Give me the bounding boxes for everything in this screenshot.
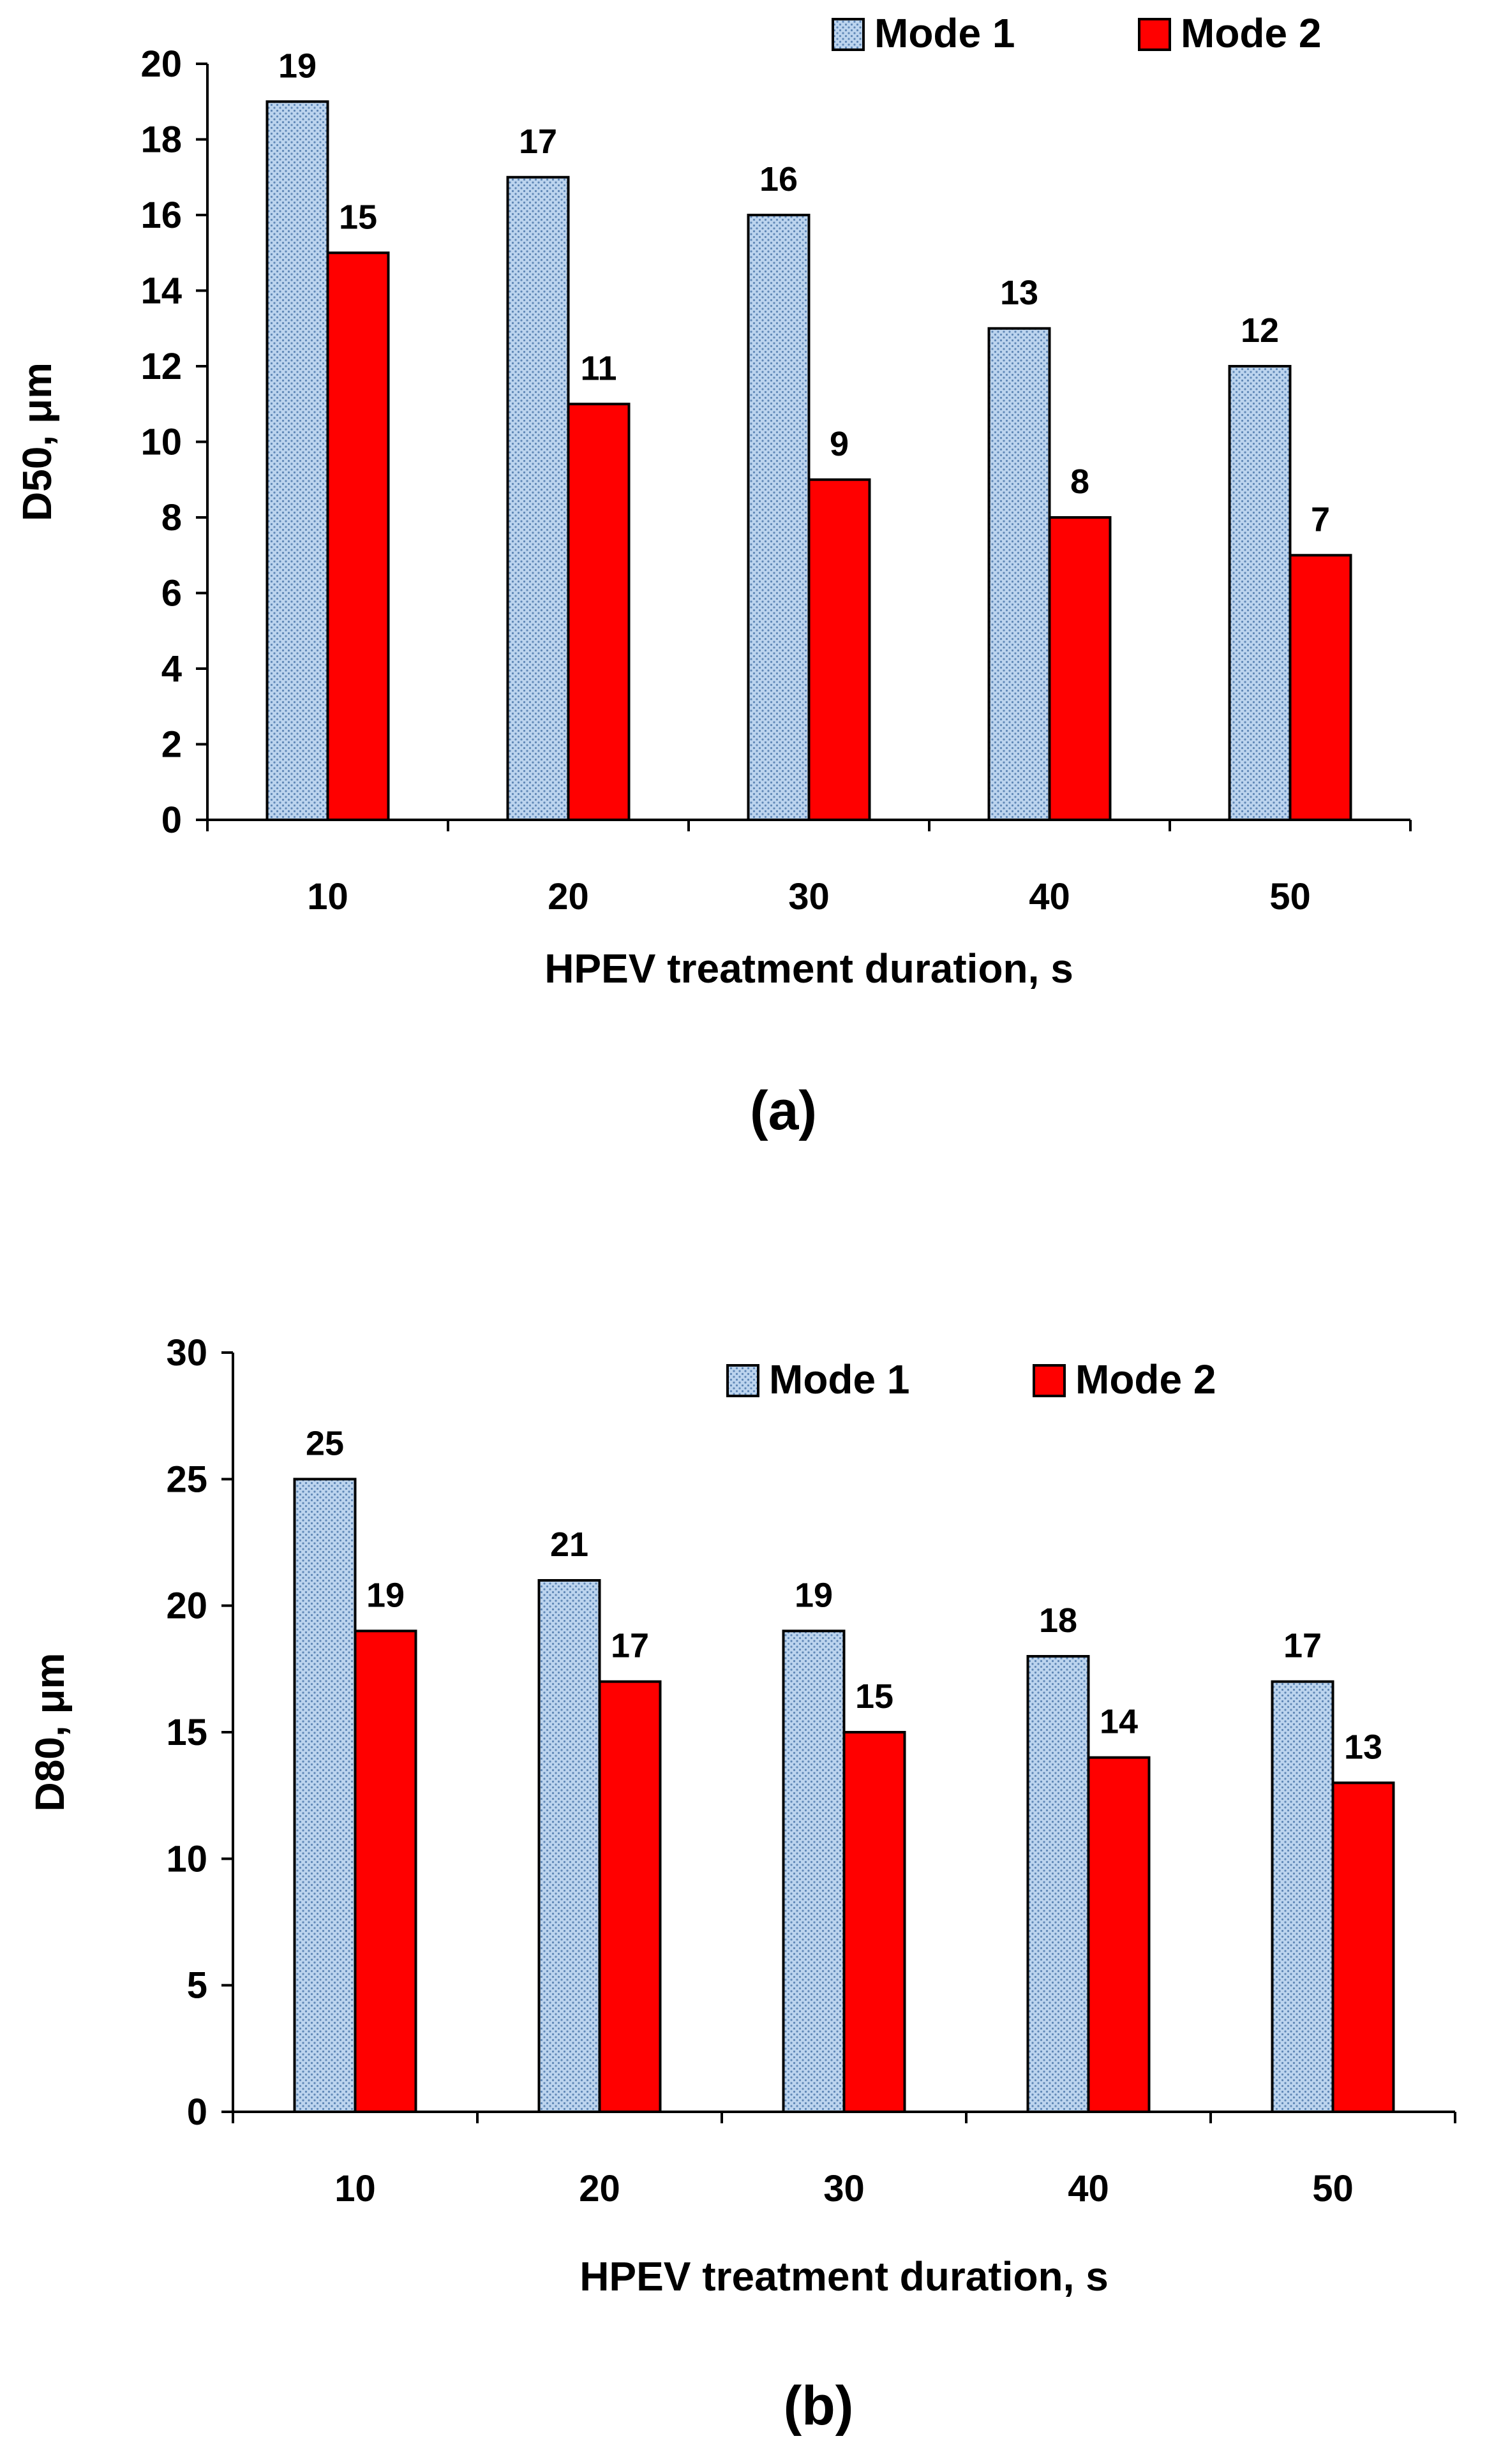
chart-a-mode2-data-label: 7 <box>1311 500 1330 538</box>
chart-b-legend-swatch-mode1 <box>726 1364 759 1397</box>
chart-b-panel-label: (b) <box>784 2375 854 2437</box>
chart-b-mode1-data-label: 21 <box>550 1525 588 1564</box>
chart-b-y-tick-label: 5 <box>187 1965 207 2007</box>
chart-a-mode1-bar <box>747 214 811 821</box>
chart-a-mode2-data-label: 9 <box>830 425 849 463</box>
chart-a-y-tick-label: 16 <box>140 195 182 236</box>
chart-a-mode2-bar <box>1289 554 1352 821</box>
chart-b-mode1-bar <box>1026 1655 1090 2113</box>
chart-b-mode2-data-label: 13 <box>1344 1728 1382 1766</box>
chart-a-mode2-bar <box>567 403 631 821</box>
chart-a-y-tick-label: 12 <box>140 346 182 387</box>
chart-b-mode1-bar <box>293 1478 357 2113</box>
chart-b-y-tick-label: 15 <box>166 1712 207 1753</box>
chart-a-x-tick-label: 40 <box>1029 876 1070 917</box>
chart-b-y-tick-label: 20 <box>166 1585 207 1627</box>
chart-b-mode1-bar <box>537 1579 601 2113</box>
chart-a-mode1-data-label: 16 <box>759 160 798 198</box>
chart-a-mode2-data-label: 15 <box>339 198 377 236</box>
chart-b-mode2-bar <box>1331 1781 1395 2113</box>
chart-a-y-tick-label: 20 <box>140 43 182 85</box>
chart-a-x-tick-label: 10 <box>307 876 348 917</box>
chart-b-mode2-data-label: 15 <box>855 1677 893 1716</box>
chart-b-mode1-data-label: 19 <box>795 1576 833 1614</box>
chart-a-mode1-bar <box>506 175 570 821</box>
chart-a-x-axis-title: HPEV treatment duration, s <box>544 946 1073 991</box>
chart-a-legend-swatch-mode1 <box>832 18 865 51</box>
chart-a-x-tick-label: 30 <box>788 876 830 917</box>
chart-b-x-tick-label: 30 <box>823 2168 865 2209</box>
chart-b-mode1-bar <box>782 1629 846 2113</box>
chart-a-y-tick-label: 14 <box>140 271 182 312</box>
chart-a-mode2-data-label: 11 <box>580 349 616 387</box>
chart-a-y-axis-title: D50, μm <box>14 362 60 521</box>
chart-b-x-tick-label: 40 <box>1068 2168 1109 2209</box>
chart-a-y-tick-label: 18 <box>140 119 182 161</box>
chart-a-legend-label-mode1: Mode 1 <box>874 10 1015 56</box>
chart-b-x-tick-label: 50 <box>1312 2168 1354 2209</box>
chart-b-x-axis-title: HPEV treatment duration, s <box>579 2253 1109 2299</box>
chart-a-mode1-bar <box>1228 365 1292 821</box>
chart-b-y-tick-label: 30 <box>166 1332 207 1374</box>
chart-a-mode1-data-label: 12 <box>1241 311 1279 350</box>
chart-a-y-tick-label: 2 <box>161 724 182 766</box>
chart-a-legend-swatch-mode2 <box>1138 18 1171 51</box>
chart-b-mode2-data-label: 19 <box>366 1576 405 1614</box>
chart-a-y-tick-label: 0 <box>161 799 182 841</box>
chart-b-legend-label-mode2: Mode 2 <box>1075 1356 1216 1402</box>
chart-a-mode1-bar <box>265 100 329 821</box>
chart-a-mode2-bar <box>1048 516 1112 821</box>
chart-b-mode2-bar <box>1087 1756 1151 2114</box>
chart-b-x-tick-label: 10 <box>334 2168 376 2209</box>
chart-b-mode2-data-label: 17 <box>611 1627 649 1665</box>
chart-b-mode2-bar <box>598 1680 662 2114</box>
chart-b-legend-label-mode1: Mode 1 <box>769 1356 909 1402</box>
chart-a-x-tick-label: 20 <box>548 876 589 917</box>
chart-b-mode1-data-label: 18 <box>1039 1601 1077 1640</box>
chart-a-mode2-bar <box>326 251 390 821</box>
chart-a-legend-label-mode2: Mode 2 <box>1181 10 1321 56</box>
chart-b-y-axis-title: D80, μm <box>27 1652 73 1811</box>
chart-b-y-tick-label: 0 <box>187 2091 207 2133</box>
chart-b-legend-swatch-mode2 <box>1033 1364 1066 1397</box>
chart-a-mode1-data-label: 17 <box>519 122 557 161</box>
chart-b-mode1-data-label: 25 <box>306 1424 344 1462</box>
chart-b-mode2-bar <box>354 1629 417 2113</box>
chart-a-mode1-data-label: 19 <box>278 47 317 85</box>
chart-a-y-tick-label: 4 <box>161 648 182 690</box>
chart-a-y-tick-label: 6 <box>161 573 182 614</box>
chart-a-y-tick-label: 8 <box>161 497 182 538</box>
chart-b-mode2-bar <box>842 1731 906 2113</box>
chart-b-y-tick-label: 10 <box>166 1838 207 1880</box>
chart-a-panel-label: (a) <box>750 1080 817 1141</box>
chart-a-x-tick-label: 50 <box>1269 876 1311 917</box>
chart-a-y-tick-label: 10 <box>140 422 182 463</box>
chart-b-mode1-bar <box>1271 1680 1334 2114</box>
chart-b-mode1-data-label: 17 <box>1283 1627 1322 1665</box>
chart-b-y-tick-label: 25 <box>166 1458 207 1500</box>
chart-a-mode2-bar <box>807 478 871 821</box>
chart-a-mode1-bar <box>987 327 1051 821</box>
chart-a-mode2-data-label: 8 <box>1070 463 1089 501</box>
chart-b-x-tick-label: 20 <box>579 2168 620 2209</box>
chart-a-mode1-data-label: 13 <box>1000 274 1038 312</box>
chart-b-mode2-data-label: 14 <box>1100 1703 1138 1741</box>
